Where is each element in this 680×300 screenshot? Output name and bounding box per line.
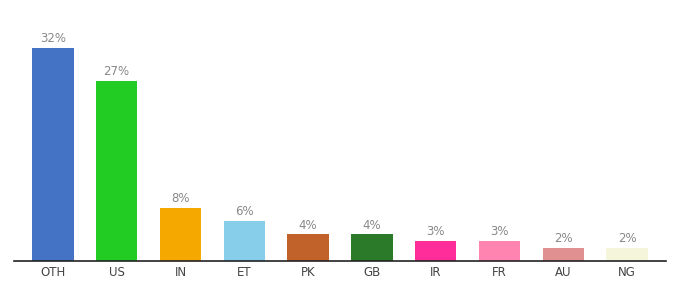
Text: 4%: 4%: [362, 219, 381, 232]
Bar: [415, 241, 456, 261]
Text: 27%: 27%: [103, 65, 130, 78]
Text: 32%: 32%: [40, 32, 66, 45]
Bar: [96, 81, 137, 261]
Bar: [351, 234, 392, 261]
Text: 4%: 4%: [299, 219, 318, 232]
Text: 3%: 3%: [426, 225, 445, 238]
Text: 2%: 2%: [554, 232, 573, 245]
Text: 3%: 3%: [490, 225, 509, 238]
Text: 2%: 2%: [618, 232, 636, 245]
Bar: [32, 48, 73, 261]
Bar: [479, 241, 520, 261]
Bar: [160, 208, 201, 261]
Bar: [288, 234, 329, 261]
Bar: [543, 248, 584, 261]
Bar: [607, 248, 648, 261]
Bar: [224, 221, 265, 261]
Text: 6%: 6%: [235, 205, 254, 218]
Text: 8%: 8%: [171, 192, 190, 205]
